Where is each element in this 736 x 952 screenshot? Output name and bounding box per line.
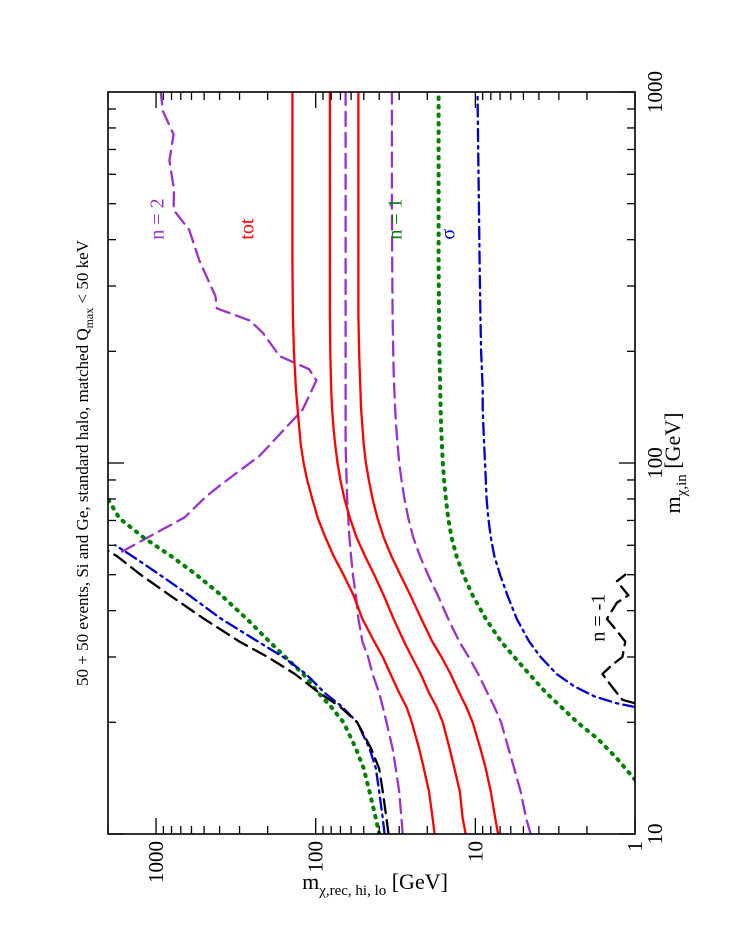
y-tick-label: 100 xyxy=(304,841,328,873)
annotation-tot: tot xyxy=(237,218,259,240)
series-n-2-hi xyxy=(120,92,318,553)
x-tick-label: 1000 xyxy=(643,71,667,113)
annotation-n-1: n = 1 xyxy=(385,198,407,239)
ticks-layer xyxy=(107,91,636,835)
annotation-n-1: n = -1 xyxy=(588,594,610,642)
series-n-1-lo xyxy=(601,573,635,705)
y-tick-label: 1 xyxy=(623,841,647,852)
y-tick-label: 10 xyxy=(463,841,487,862)
series-n-2-low xyxy=(390,92,532,834)
series-tot-band-lower xyxy=(357,92,500,834)
series-n-1-lo xyxy=(436,92,635,782)
curves-layer xyxy=(108,92,635,834)
series-sigma-hi xyxy=(114,544,386,834)
x-axis-title: mχ,in [GeV] xyxy=(660,413,690,514)
series-tot-hi xyxy=(291,92,436,834)
x-tick-label: 100 xyxy=(643,447,667,479)
annotation-n-2: n = 2 xyxy=(146,198,168,239)
series-n-2-lo xyxy=(344,92,404,834)
y-axis-title: mχ,rec, hi, lo [GeV] xyxy=(302,869,448,899)
annotation-sigma: σ xyxy=(438,229,460,240)
x-tick-label: 10 xyxy=(643,824,667,845)
chart-title: 50 + 50 events, Si and Ge, standard halo… xyxy=(73,239,96,686)
series-n-1-hi xyxy=(108,549,390,834)
y-tick-label: 1000 xyxy=(144,841,168,883)
series-tot-band-upper xyxy=(328,92,467,834)
series-sigma-lo xyxy=(476,92,635,709)
